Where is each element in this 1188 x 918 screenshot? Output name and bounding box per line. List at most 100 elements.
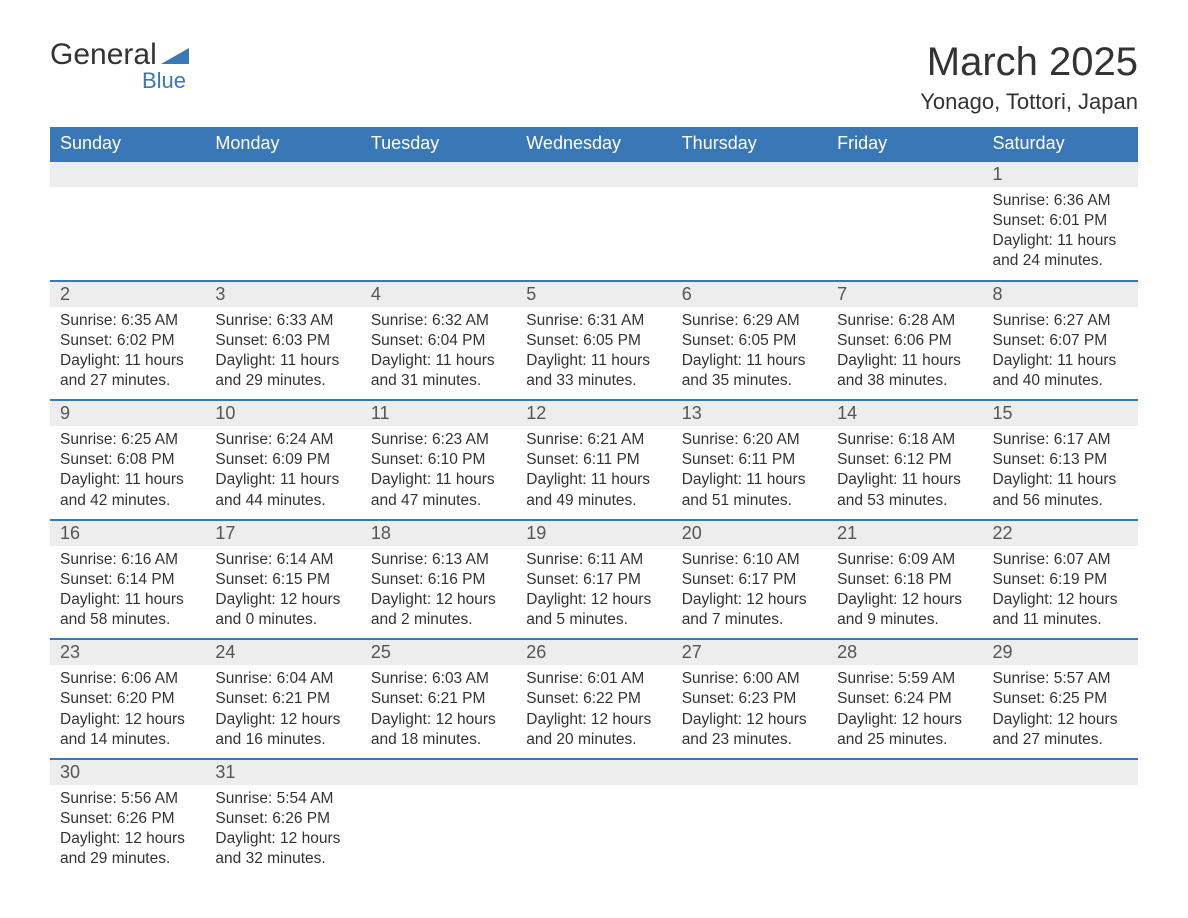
day-cell: 26	[516, 639, 671, 665]
daylight-line: Daylight: 11 hours and 27 minutes.	[60, 351, 195, 391]
day-number: 30	[50, 760, 205, 785]
sunrise-line: Sunrise: 6:20 AM	[682, 430, 817, 450]
day-cell: Sunrise: 6:25 AMSunset: 6:08 PMDaylight:…	[50, 426, 205, 520]
weekday-header: Monday	[205, 127, 360, 161]
daylight-line: Daylight: 12 hours and 14 minutes.	[60, 710, 195, 750]
day-cell: Sunrise: 6:29 AMSunset: 6:05 PMDaylight:…	[672, 307, 827, 401]
day-cell: Sunrise: 6:11 AMSunset: 6:17 PMDaylight:…	[516, 546, 671, 640]
day-cell: 18	[361, 520, 516, 546]
weekday-header: Friday	[827, 127, 982, 161]
brand-line1: General	[50, 40, 189, 70]
day-number: 21	[827, 521, 982, 546]
sunset-line: Sunset: 6:03 PM	[215, 331, 350, 351]
day-cell: 29	[983, 639, 1138, 665]
sunset-line: Sunset: 6:21 PM	[215, 689, 350, 709]
empty-cell	[516, 187, 671, 281]
sunset-line: Sunset: 6:18 PM	[837, 570, 972, 590]
day-number: 12	[516, 401, 671, 426]
day-cell: 25	[361, 639, 516, 665]
sunset-line: Sunset: 6:02 PM	[60, 331, 195, 351]
day-data: Sunrise: 6:10 AMSunset: 6:17 PMDaylight:…	[672, 546, 827, 639]
day-cell: 9	[50, 400, 205, 426]
day-cell: Sunrise: 6:10 AMSunset: 6:17 PMDaylight:…	[672, 546, 827, 640]
day-number: 28	[827, 640, 982, 665]
sunrise-line: Sunrise: 6:04 AM	[215, 669, 350, 689]
daylight-line: Daylight: 12 hours and 32 minutes.	[215, 829, 350, 869]
day-cell: Sunrise: 6:33 AMSunset: 6:03 PMDaylight:…	[205, 307, 360, 401]
sunset-line: Sunset: 6:15 PM	[215, 570, 350, 590]
day-cell: Sunrise: 6:03 AMSunset: 6:21 PMDaylight:…	[361, 665, 516, 759]
day-data: Sunrise: 6:00 AMSunset: 6:23 PMDaylight:…	[672, 665, 827, 758]
location-subtitle: Yonago, Tottori, Japan	[920, 89, 1138, 115]
day-cell: 31	[205, 759, 360, 785]
day-cell: Sunrise: 6:24 AMSunset: 6:09 PMDaylight:…	[205, 426, 360, 520]
daylight-line: Daylight: 12 hours and 16 minutes.	[215, 710, 350, 750]
day-data: Sunrise: 5:59 AMSunset: 6:24 PMDaylight:…	[827, 665, 982, 758]
sunrise-line: Sunrise: 6:16 AM	[60, 550, 195, 570]
brand-triangle-icon	[161, 40, 189, 70]
weekday-header: Tuesday	[361, 127, 516, 161]
day-cell: 4	[361, 281, 516, 307]
day-number: 3	[205, 282, 360, 307]
day-data: Sunrise: 6:11 AMSunset: 6:17 PMDaylight:…	[516, 546, 671, 639]
sunrise-line: Sunrise: 5:59 AM	[837, 669, 972, 689]
day-cell: Sunrise: 6:20 AMSunset: 6:11 PMDaylight:…	[672, 426, 827, 520]
day-cell: Sunrise: 6:31 AMSunset: 6:05 PMDaylight:…	[516, 307, 671, 401]
day-data: Sunrise: 5:57 AMSunset: 6:25 PMDaylight:…	[983, 665, 1138, 758]
day-cell: 22	[983, 520, 1138, 546]
calendar-body: 1 Sunrise: 6:36 AMSunset: 6:01 PMDayligh…	[50, 161, 1138, 877]
day-data: Sunrise: 6:27 AMSunset: 6:07 PMDaylight:…	[983, 307, 1138, 400]
day-cell: Sunrise: 6:06 AMSunset: 6:20 PMDaylight:…	[50, 665, 205, 759]
daylight-line: Daylight: 12 hours and 11 minutes.	[993, 590, 1128, 630]
day-cell: 16	[50, 520, 205, 546]
day-cell: Sunrise: 6:07 AMSunset: 6:19 PMDaylight:…	[983, 546, 1138, 640]
sunset-line: Sunset: 6:06 PM	[837, 331, 972, 351]
day-number: 15	[983, 401, 1138, 426]
day-cell: Sunrise: 6:21 AMSunset: 6:11 PMDaylight:…	[516, 426, 671, 520]
daylight-line: Daylight: 11 hours and 49 minutes.	[526, 470, 661, 510]
sunrise-line: Sunrise: 6:18 AM	[837, 430, 972, 450]
day-cell: 11	[361, 400, 516, 426]
day-cell: Sunrise: 6:04 AMSunset: 6:21 PMDaylight:…	[205, 665, 360, 759]
sunset-line: Sunset: 6:17 PM	[526, 570, 661, 590]
day-number: 25	[361, 640, 516, 665]
day-cell: 1	[983, 161, 1138, 187]
sunset-line: Sunset: 6:21 PM	[371, 689, 506, 709]
day-data: Sunrise: 6:36 AMSunset: 6:01 PMDaylight:…	[983, 187, 1138, 280]
daylight-line: Daylight: 11 hours and 38 minutes.	[837, 351, 972, 391]
sunrise-line: Sunrise: 6:28 AM	[837, 311, 972, 331]
day-number: 11	[361, 401, 516, 426]
day-cell: Sunrise: 5:54 AMSunset: 6:26 PMDaylight:…	[205, 785, 360, 878]
sunset-line: Sunset: 6:11 PM	[682, 450, 817, 470]
sunset-line: Sunset: 6:17 PM	[682, 570, 817, 590]
empty-cell	[516, 161, 671, 187]
day-number: 5	[516, 282, 671, 307]
sunset-line: Sunset: 6:23 PM	[682, 689, 817, 709]
daylight-line: Daylight: 11 hours and 35 minutes.	[682, 351, 817, 391]
sunrise-line: Sunrise: 6:07 AM	[993, 550, 1128, 570]
day-cell: 3	[205, 281, 360, 307]
empty-cell	[827, 759, 982, 785]
day-number: 2	[50, 282, 205, 307]
brand-text-general: General	[50, 40, 157, 70]
empty-cell	[361, 187, 516, 281]
day-cell: 8	[983, 281, 1138, 307]
sunset-line: Sunset: 6:13 PM	[993, 450, 1128, 470]
day-cell: Sunrise: 5:56 AMSunset: 6:26 PMDaylight:…	[50, 785, 205, 878]
day-cell: 15	[983, 400, 1138, 426]
day-cell: 20	[672, 520, 827, 546]
day-cell: Sunrise: 6:27 AMSunset: 6:07 PMDaylight:…	[983, 307, 1138, 401]
brand-logo: General Blue	[50, 40, 189, 92]
sunset-line: Sunset: 6:05 PM	[682, 331, 817, 351]
title-block: March 2025 Yonago, Tottori, Japan	[920, 40, 1138, 115]
day-data: Sunrise: 6:32 AMSunset: 6:04 PMDaylight:…	[361, 307, 516, 400]
day-data: Sunrise: 6:18 AMSunset: 6:12 PMDaylight:…	[827, 426, 982, 519]
day-data: Sunrise: 6:03 AMSunset: 6:21 PMDaylight:…	[361, 665, 516, 758]
sunrise-line: Sunrise: 6:21 AM	[526, 430, 661, 450]
daylight-line: Daylight: 12 hours and 7 minutes.	[682, 590, 817, 630]
sunrise-line: Sunrise: 6:31 AM	[526, 311, 661, 331]
daylight-line: Daylight: 12 hours and 9 minutes.	[837, 590, 972, 630]
sunrise-line: Sunrise: 6:00 AM	[682, 669, 817, 689]
empty-cell	[516, 759, 671, 785]
sunset-line: Sunset: 6:12 PM	[837, 450, 972, 470]
